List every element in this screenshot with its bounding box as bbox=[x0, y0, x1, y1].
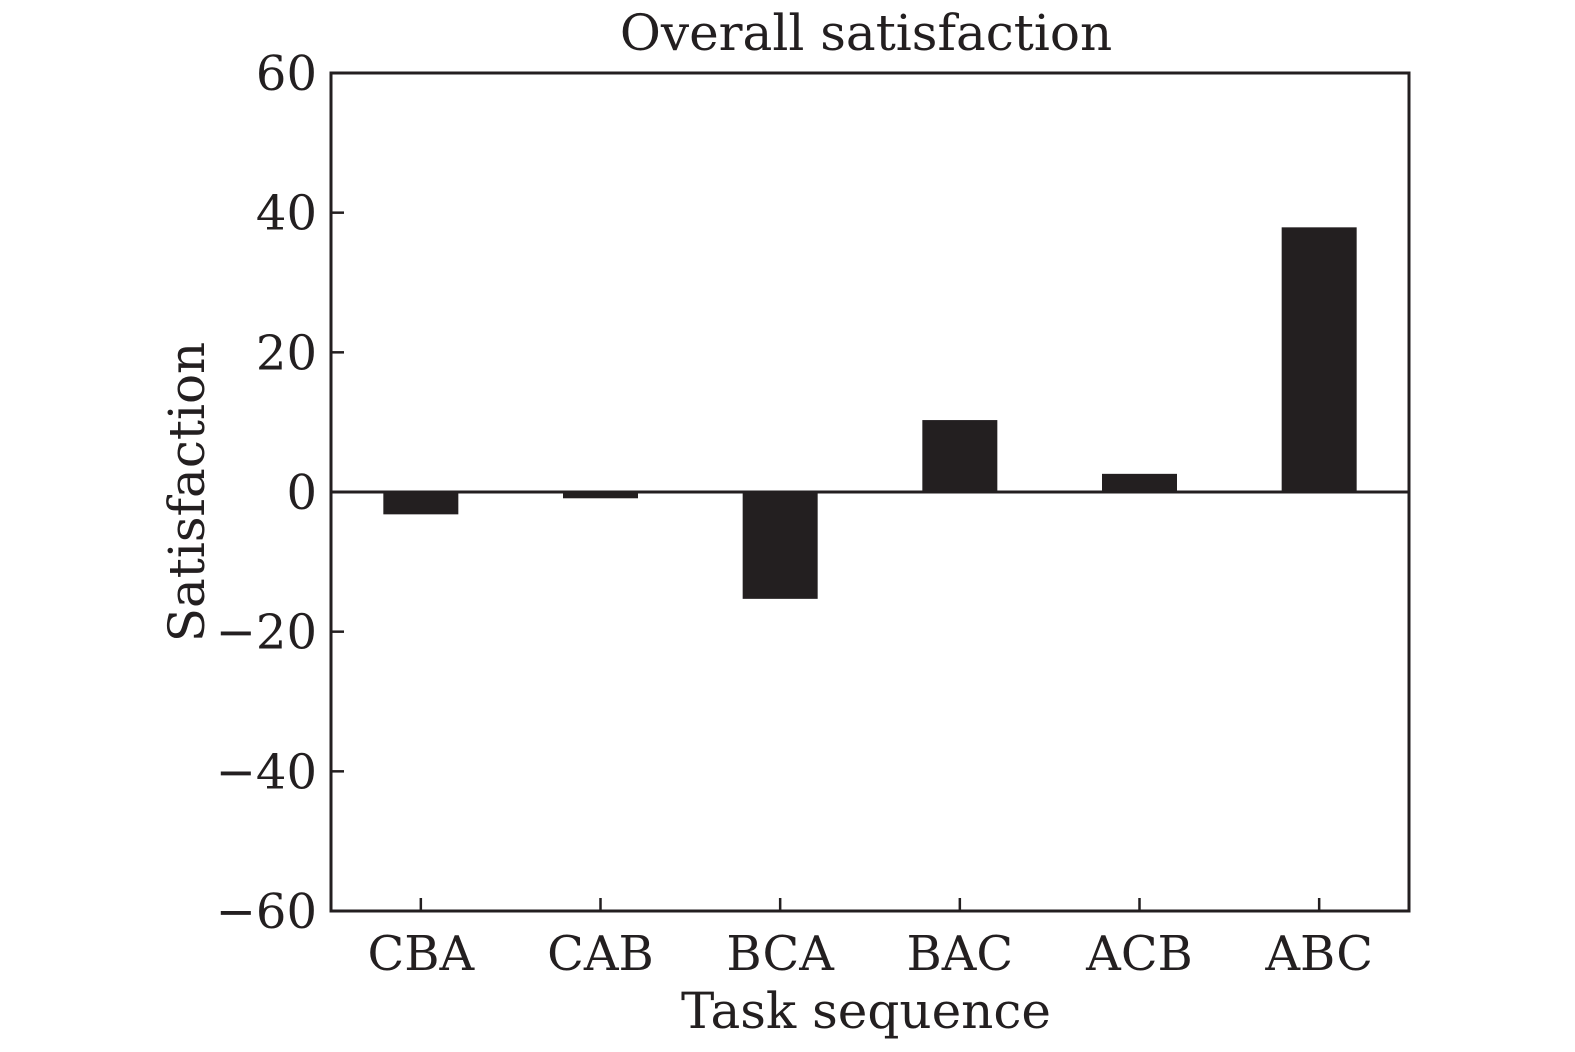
bar-cab bbox=[563, 492, 638, 499]
x-tick-label: CAB bbox=[547, 926, 654, 982]
x-axis-title: Task sequence bbox=[681, 982, 1051, 1040]
y-axis-title: Satisfaction bbox=[158, 342, 216, 643]
x-tick-label: BAC bbox=[906, 926, 1013, 982]
bar-bac bbox=[922, 420, 998, 492]
y-tick-label: 20 bbox=[256, 325, 317, 381]
y-tick-label: 0 bbox=[286, 465, 317, 521]
bar-cba bbox=[383, 492, 459, 515]
x-tick-label: BCA bbox=[726, 926, 835, 982]
y-tick-label: −40 bbox=[216, 744, 317, 800]
bar-acb bbox=[1102, 473, 1177, 492]
x-tick-label: CBA bbox=[367, 926, 475, 982]
plot-area: −60 −40 −20 0 20 40 60 CBA CAB BCA BAC ACB ABC bbox=[216, 46, 1411, 982]
chart-title: Overall satisfaction bbox=[620, 4, 1112, 62]
x-tick-label: ABC bbox=[1264, 926, 1373, 982]
y-tick-label: −20 bbox=[216, 605, 317, 661]
bar-bca bbox=[742, 492, 818, 599]
y-tick-label: −60 bbox=[216, 884, 317, 940]
y-tick-label: 60 bbox=[256, 46, 317, 102]
y-tick-label: 40 bbox=[256, 186, 317, 242]
x-tick-label: ACB bbox=[1085, 926, 1193, 982]
bar-abc bbox=[1281, 227, 1357, 492]
